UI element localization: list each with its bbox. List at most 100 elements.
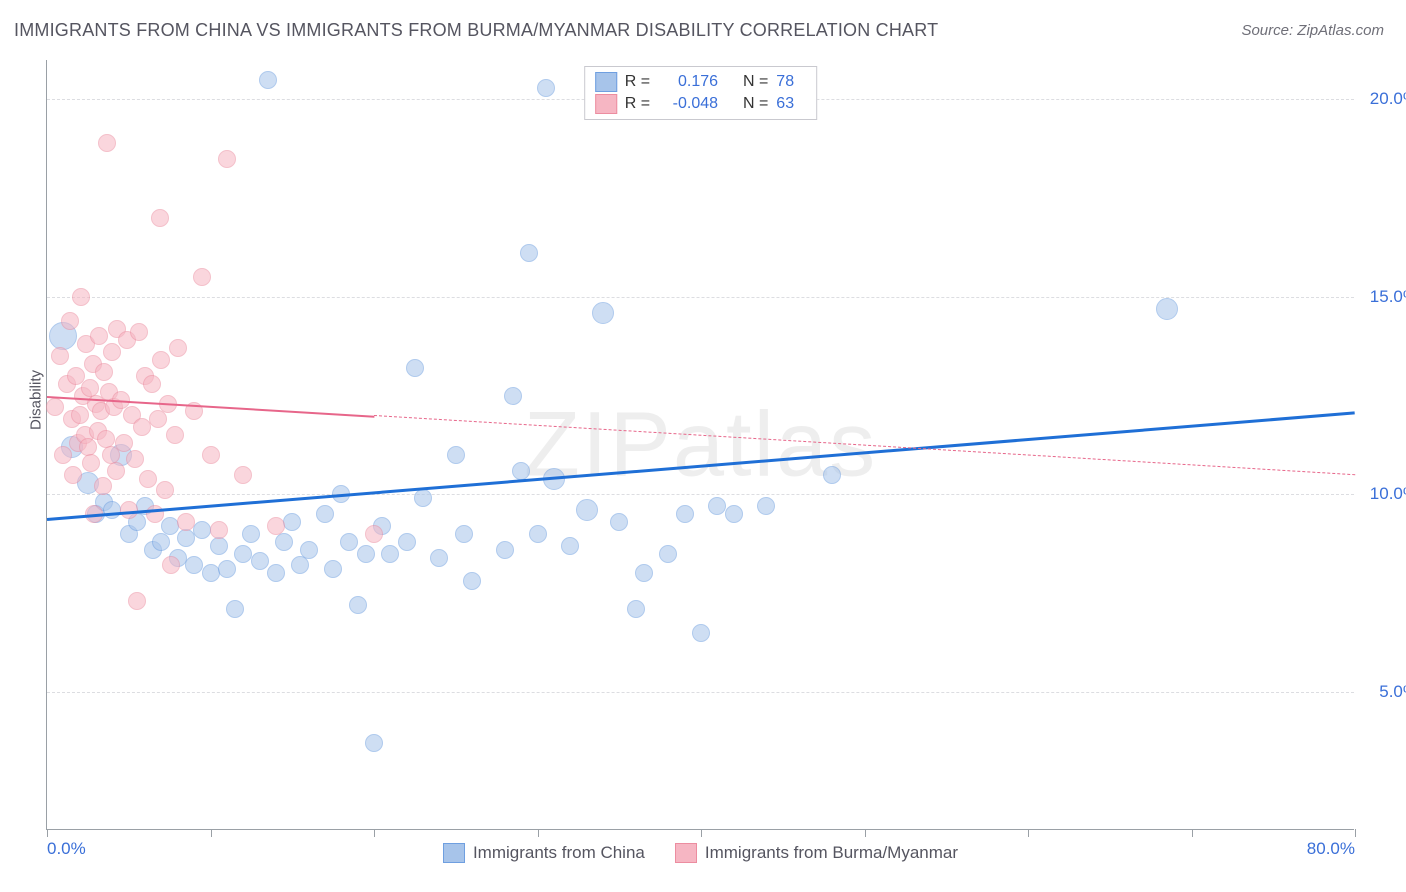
data-point <box>365 734 383 752</box>
data-point <box>267 517 285 535</box>
data-point <box>54 446 72 464</box>
legend-stat-row: R =-0.048 N = 63 <box>595 93 807 115</box>
data-point <box>324 560 342 578</box>
y-tick-label: 20.0% <box>1370 89 1406 109</box>
chart-title: IMMIGRANTS FROM CHINA VS IMMIGRANTS FROM… <box>14 20 938 41</box>
data-point <box>139 470 157 488</box>
data-point <box>193 268 211 286</box>
legend-label: Immigrants from China <box>473 843 645 863</box>
data-point <box>177 529 195 547</box>
data-point <box>193 521 211 539</box>
data-point <box>455 525 473 543</box>
data-point <box>143 375 161 393</box>
data-point <box>46 398 64 416</box>
data-point <box>103 501 121 519</box>
x-tick-label: 0.0% <box>47 839 86 859</box>
legend-swatch <box>595 94 617 114</box>
data-point <box>82 454 100 472</box>
legend-stats: R =0.176 N = 78R =-0.048 N = 63 <box>584 66 818 120</box>
data-point <box>94 477 112 495</box>
data-point <box>529 525 547 543</box>
data-point <box>210 537 228 555</box>
legend-swatch <box>675 843 697 863</box>
data-point <box>177 513 195 531</box>
data-point <box>169 339 187 357</box>
data-point <box>300 541 318 559</box>
data-point <box>95 363 113 381</box>
data-point <box>1156 298 1178 320</box>
data-point <box>823 466 841 484</box>
source-label: Source: ZipAtlas.com <box>1241 22 1384 39</box>
data-point <box>275 533 293 551</box>
legend-item: Immigrants from China <box>443 843 645 863</box>
data-point <box>512 462 530 480</box>
legend-series: Immigrants from China Immigrants from Bur… <box>47 843 1354 863</box>
gridline <box>47 494 1354 495</box>
data-point <box>365 525 383 543</box>
data-point <box>676 505 694 523</box>
data-point <box>357 545 375 563</box>
data-point <box>267 564 285 582</box>
data-point <box>537 79 555 97</box>
n-value: 63 <box>776 95 806 113</box>
data-point <box>414 489 432 507</box>
data-point <box>210 521 228 539</box>
data-point <box>757 497 775 515</box>
data-point <box>218 560 236 578</box>
x-tick <box>865 829 866 837</box>
data-point <box>126 450 144 468</box>
data-point <box>202 564 220 582</box>
data-point <box>561 537 579 555</box>
data-point <box>161 517 179 535</box>
data-point <box>166 426 184 444</box>
gridline <box>47 297 1354 298</box>
data-point <box>576 499 598 521</box>
data-point <box>430 549 448 567</box>
data-point <box>259 71 277 89</box>
data-point <box>202 446 220 464</box>
gridline <box>47 692 1354 693</box>
data-point <box>234 545 252 563</box>
data-point <box>496 541 514 559</box>
data-point <box>592 302 614 324</box>
y-tick-label: 5.0% <box>1379 682 1406 702</box>
legend-label: Immigrants from Burma/Myanmar <box>705 843 958 863</box>
data-point <box>156 481 174 499</box>
data-point <box>128 592 146 610</box>
data-point <box>283 513 301 531</box>
data-point <box>64 466 82 484</box>
legend-stat-row: R =0.176 N = 78 <box>595 71 807 93</box>
data-point <box>115 434 133 452</box>
data-point <box>692 624 710 642</box>
data-point <box>218 150 236 168</box>
data-point <box>708 497 726 515</box>
data-point <box>90 327 108 345</box>
data-point <box>406 359 424 377</box>
r-label: R = <box>625 95 650 113</box>
x-tick <box>47 829 48 837</box>
data-point <box>398 533 416 551</box>
data-point <box>463 572 481 590</box>
data-point <box>130 323 148 341</box>
data-point <box>381 545 399 563</box>
data-point <box>107 462 125 480</box>
n-label: N = <box>743 95 768 113</box>
data-point <box>51 347 69 365</box>
data-point <box>447 446 465 464</box>
legend-swatch <box>443 843 465 863</box>
legend-swatch <box>595 72 617 92</box>
legend-item: Immigrants from Burma/Myanmar <box>675 843 958 863</box>
data-point <box>103 343 121 361</box>
data-point <box>725 505 743 523</box>
x-tick <box>1028 829 1029 837</box>
plot-area: ZIPatlas R =0.176 N = 78R =-0.048 N = 63… <box>46 60 1354 830</box>
data-point <box>291 556 309 574</box>
data-point <box>659 545 677 563</box>
chart-container: IMMIGRANTS FROM CHINA VS IMMIGRANTS FROM… <box>0 0 1406 892</box>
data-point <box>251 552 269 570</box>
data-point <box>149 410 167 428</box>
x-tick <box>701 829 702 837</box>
x-tick <box>374 829 375 837</box>
n-value: 78 <box>776 73 806 91</box>
data-point <box>349 596 367 614</box>
